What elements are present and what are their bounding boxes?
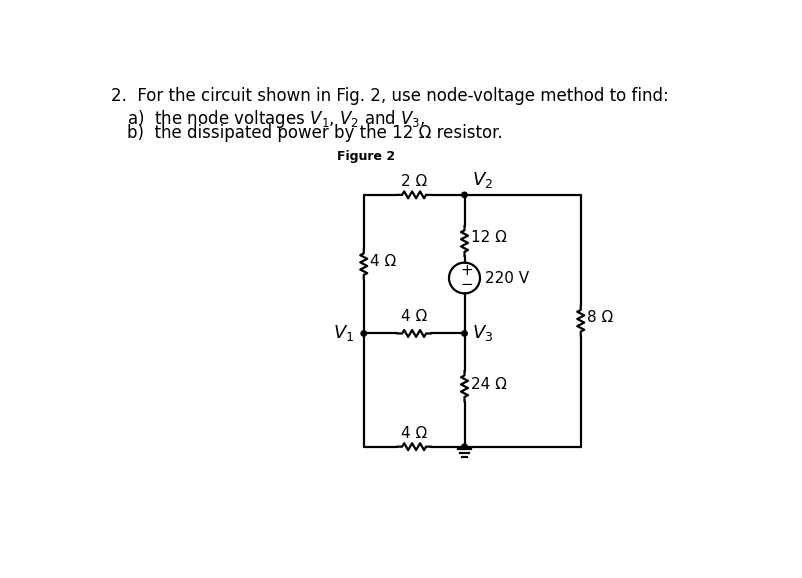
Text: 8 Ω: 8 Ω bbox=[587, 310, 614, 325]
Text: 2.  For the circuit shown in Fig. 2, use node-voltage method to find:: 2. For the circuit shown in Fig. 2, use … bbox=[111, 87, 669, 105]
Text: 4 Ω: 4 Ω bbox=[401, 309, 427, 324]
Text: 2 Ω: 2 Ω bbox=[401, 175, 427, 190]
Text: 24 Ω: 24 Ω bbox=[471, 377, 507, 392]
Text: $\mathit{V}_3$: $\mathit{V}_3$ bbox=[472, 324, 493, 343]
Text: b)  the dissipated power by the 12 Ω resistor.: b) the dissipated power by the 12 Ω resi… bbox=[127, 124, 502, 142]
Circle shape bbox=[462, 444, 468, 449]
Text: Figure 2: Figure 2 bbox=[337, 150, 395, 162]
Text: −: − bbox=[460, 277, 473, 292]
Text: a)  the node voltages $V_1$, $V_2$ and $V_3$,: a) the node voltages $V_1$, $V_2$ and $V… bbox=[127, 108, 425, 130]
Text: 4 Ω: 4 Ω bbox=[370, 254, 396, 269]
Text: 4 Ω: 4 Ω bbox=[401, 426, 427, 441]
Circle shape bbox=[361, 331, 367, 336]
Text: +: + bbox=[460, 263, 473, 278]
Circle shape bbox=[462, 192, 468, 198]
Circle shape bbox=[462, 331, 468, 336]
Text: $\mathit{V}_1$: $\mathit{V}_1$ bbox=[334, 324, 354, 343]
Text: $\mathit{V}_2$: $\mathit{V}_2$ bbox=[472, 171, 493, 190]
Text: 12 Ω: 12 Ω bbox=[471, 231, 507, 246]
Text: 220 V: 220 V bbox=[485, 271, 529, 286]
